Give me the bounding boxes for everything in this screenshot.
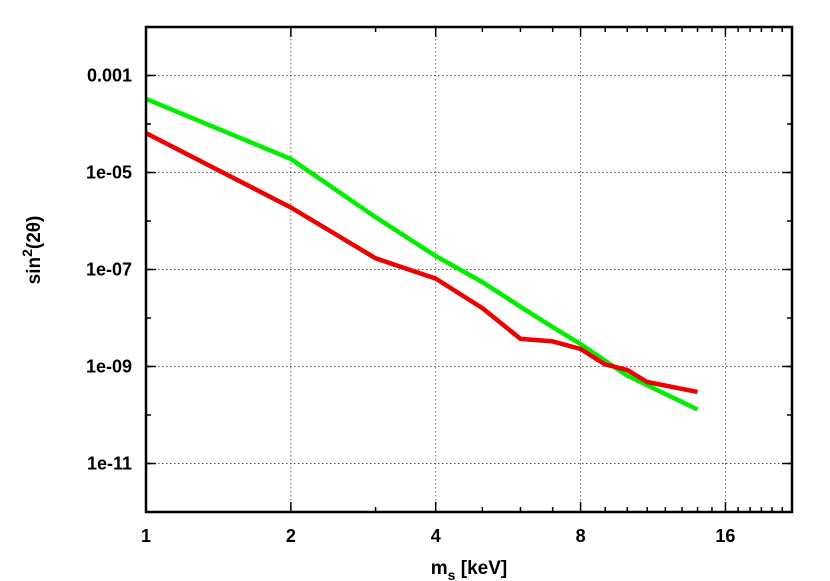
x-tick-label: 1 <box>141 526 151 546</box>
y-tick-label: 1e-07 <box>86 260 132 280</box>
series-layer <box>144 96 699 412</box>
y-axis-title-rest: (2θ) <box>24 216 45 250</box>
y-axis-title-superscript: 2 <box>19 249 35 257</box>
x-axis-title-rest: [keV] <box>455 558 507 579</box>
x-axis-title: ms [keV] <box>431 558 507 581</box>
plot-frame <box>144 25 794 514</box>
series-line-1 <box>144 131 698 395</box>
y-tick-label: 1e-05 <box>86 163 132 183</box>
x-tick-label: 4 <box>431 526 441 546</box>
y-tick-label: 1e-09 <box>86 357 132 377</box>
y-tick-label: 0.001 <box>87 66 132 86</box>
y-axis-title: sin2(2θ) <box>19 216 45 285</box>
y-tick-label: 1e-11 <box>87 454 132 474</box>
grid-layer <box>146 27 792 512</box>
series-line-0 <box>145 96 699 412</box>
x-tick-label: 8 <box>576 526 586 546</box>
x-axis-title-subscript: s <box>448 567 456 581</box>
tick-layer: 1 2 4 8 16 0.001 1e-05 1e-07 1e-09 1e-11 <box>86 26 792 546</box>
x-tick-label: 16 <box>715 526 735 546</box>
x-tick-label: 2 <box>286 526 296 546</box>
